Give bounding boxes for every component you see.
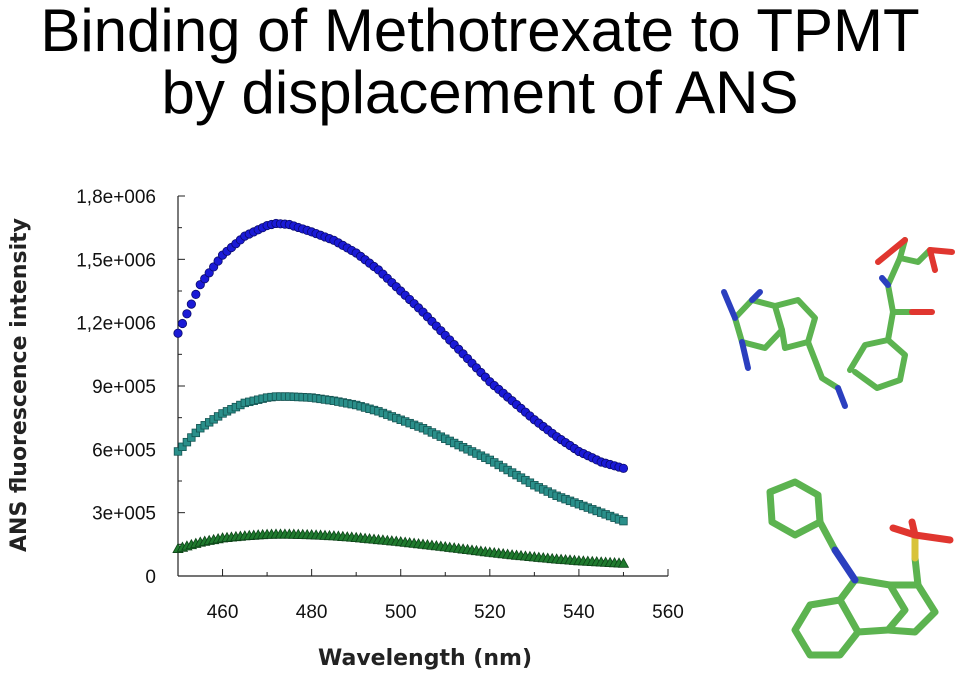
y-tick-label: 0 [145, 567, 156, 588]
y-tick-label: 1,5e+006 [76, 250, 156, 271]
x-tick-label: 540 [563, 602, 595, 623]
x-tick-label: 480 [296, 602, 328, 623]
x-tick-label: 500 [385, 602, 417, 623]
axes: 0 3e+005 6e+005 9e+005 1,2e+006 1,5e+006 1,8e+… [76, 187, 684, 623]
point [186, 299, 196, 309]
methotrexate-structure [721, 237, 955, 409]
point [173, 447, 183, 456]
x-tick-label: 460 [207, 602, 239, 623]
title-line-1: Binding of Methotrexate to TPMT [40, 0, 920, 64]
point [191, 428, 201, 438]
series-circle [173, 218, 629, 473]
point [187, 433, 196, 442]
page-title: Binding of Methotrexate to TPMT by displ… [0, 0, 960, 124]
data-marks [172, 218, 630, 568]
y-tick-label: 1,2e+006 [76, 314, 156, 335]
point [191, 289, 201, 299]
y-tick-label: 9e+005 [92, 377, 156, 398]
x-tick-label: 560 [652, 602, 684, 623]
y-tick-label: 1,8e+006 [76, 187, 156, 208]
y-tick-label: 6e+005 [92, 440, 156, 461]
point [618, 463, 629, 473]
point [617, 557, 630, 568]
series-square [173, 392, 628, 526]
ans-structure [766, 478, 954, 659]
point [182, 437, 192, 447]
x-tick-label: 520 [474, 602, 506, 623]
y-axis-title: ANS fluorescence intensity [7, 218, 32, 552]
point [177, 318, 188, 329]
x-axis-title: Wavelength (nm) [318, 646, 532, 671]
y-tick-label: 3e+005 [92, 504, 156, 525]
point [173, 328, 183, 338]
point [178, 442, 187, 451]
point [182, 309, 192, 319]
series-triangle [172, 528, 630, 568]
point [619, 516, 628, 526]
title-line-2: by displacement of ANS [161, 59, 799, 126]
